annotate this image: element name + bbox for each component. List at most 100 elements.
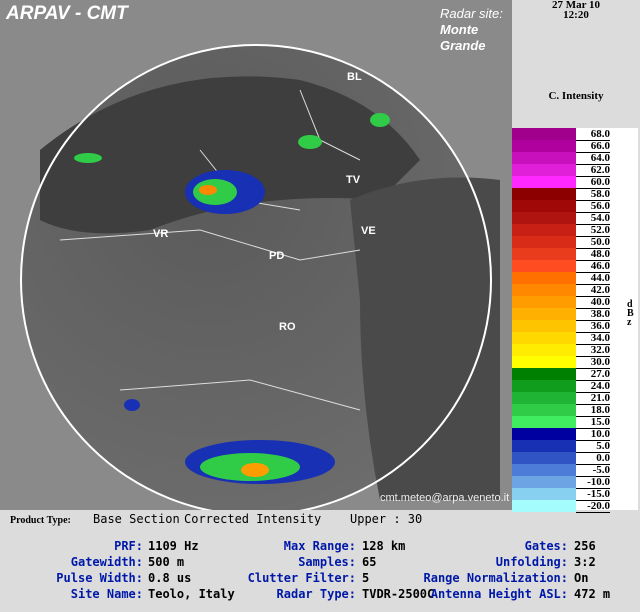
info-key: Gatewidth: [70, 555, 143, 569]
legend-swatch [512, 320, 576, 332]
radar-site: Radar site: Monte Grande [440, 6, 503, 54]
legend-entry: 56.0 [512, 200, 638, 213]
legend-label: 50.0 [576, 236, 610, 249]
timestamp: 27 Mar 10 12:20 [512, 0, 640, 21]
legend-entry: 10.0 [512, 428, 638, 441]
legend-label: 54.0 [576, 212, 610, 225]
legend-label: -10.0 [576, 476, 610, 489]
legend-entry: 15.0 [512, 416, 638, 429]
app-title: ARPAV - CMT [6, 3, 128, 24]
info-value: On [574, 571, 589, 585]
legend-entry: 44.0 [512, 272, 638, 285]
legend-label: 34.0 [576, 332, 610, 345]
legend-swatch [512, 176, 576, 188]
legend-swatch [512, 236, 576, 248]
upper-value: Upper : 30 [350, 512, 423, 526]
product-type-label: Product Type: [10, 515, 71, 526]
legend-label: 0.0 [576, 452, 610, 465]
legend-swatch [512, 500, 576, 512]
legend-entry: 32.0 [512, 344, 638, 357]
legend-entry: -15.0 [512, 488, 638, 501]
legend-entry: 38.0 [512, 308, 638, 321]
info-key: PRF: [114, 539, 143, 553]
info-value: 500 m [148, 555, 185, 569]
legend-label: 30.0 [576, 356, 610, 369]
info-key: Antenna Height ASL: [430, 587, 568, 601]
legend-entry: 58.0 [512, 188, 638, 201]
city-label: VE [361, 225, 376, 237]
legend-label: -5.0 [576, 464, 610, 477]
legend-label: -20.0 [576, 500, 610, 513]
legend-label: 32.0 [576, 344, 610, 357]
legend-label: -15.0 [576, 488, 610, 501]
legend-swatch [512, 404, 576, 416]
legend-label: 66.0 [576, 140, 610, 153]
legend-label: 44.0 [576, 272, 610, 285]
legend-entry: 27.0 [512, 368, 638, 381]
legend-swatch [512, 188, 576, 200]
info-key: Unfolding: [495, 555, 568, 569]
legend-entry: 52.0 [512, 224, 638, 237]
info-key: Radar Type: [276, 587, 356, 601]
city-label: TV [346, 174, 361, 186]
legend-entry: 62.0 [512, 164, 638, 177]
legend-entry: 34.0 [512, 332, 638, 345]
legend-swatch [512, 380, 576, 392]
legend-label: 52.0 [576, 224, 610, 237]
legend-entry: 30.0 [512, 356, 638, 369]
info-value: 472 m [574, 587, 611, 601]
legend-label: 10.0 [576, 428, 610, 441]
legend-swatch [512, 416, 576, 428]
legend-swatch [512, 272, 576, 284]
legend-entry: 21.0 [512, 392, 638, 405]
product-label: C. Intensity [548, 90, 604, 102]
legend-entry: 64.0 [512, 152, 638, 165]
legend-label: 68.0 [576, 128, 610, 141]
legend-swatch [512, 200, 576, 212]
radar-site-name: Monte [440, 22, 479, 37]
legend-swatch [512, 356, 576, 368]
legend-entry: 48.0 [512, 248, 638, 261]
legend-swatch [512, 284, 576, 296]
info-value: 128 km [362, 539, 406, 553]
legend-entry: -10.0 [512, 476, 638, 489]
legend-entry: -5.0 [512, 464, 638, 477]
legend-entry: 50.0 [512, 236, 638, 249]
info-value: 3:2 [574, 555, 596, 569]
legend-label: 48.0 [576, 248, 610, 261]
legend-label: 64.0 [576, 152, 610, 165]
radar-site-name: Grande [440, 38, 486, 53]
info-key: Clutter Filter: [247, 571, 356, 585]
legend-swatch [512, 392, 576, 404]
product-name: Corrected Intensity [184, 512, 322, 526]
legend-label: 24.0 [576, 380, 610, 393]
info-value: 1109 Hz [148, 539, 199, 553]
legend-entry: 24.0 [512, 380, 638, 393]
info-value: 5 [362, 571, 370, 585]
legend-swatch [512, 128, 576, 140]
legend-swatch [512, 464, 576, 476]
info-key: Site Name: [70, 587, 143, 601]
info-key: Range Normalization: [423, 571, 569, 585]
info-key: Pulse Width: [56, 571, 143, 585]
radar-map: ARPAV - CMT Radar site: Monte Grande BL TV… [0, 0, 512, 510]
legend-entry: 40.0 [512, 296, 638, 309]
info-key: Gates: [524, 539, 568, 553]
legend-label: 21.0 [576, 392, 610, 405]
legend-entry: 36.0 [512, 320, 638, 333]
legend-swatch [512, 452, 576, 464]
legend-label: 40.0 [576, 296, 610, 309]
legend-entry: 66.0 [512, 140, 638, 153]
legend-label: 38.0 [576, 308, 610, 321]
legend-label: 27.0 [576, 368, 610, 381]
legend-swatch [512, 224, 576, 236]
info-key: Max Range: [283, 539, 356, 553]
info-value: 65 [362, 555, 377, 569]
legend-entry: 18.0 [512, 404, 638, 417]
legend-label: 62.0 [576, 164, 610, 177]
legend-label: 5.0 [576, 440, 610, 453]
legend-swatch [512, 140, 576, 152]
legend-label: 56.0 [576, 200, 610, 213]
info-key: Samples: [298, 555, 356, 569]
legend-label: 15.0 [576, 416, 610, 429]
